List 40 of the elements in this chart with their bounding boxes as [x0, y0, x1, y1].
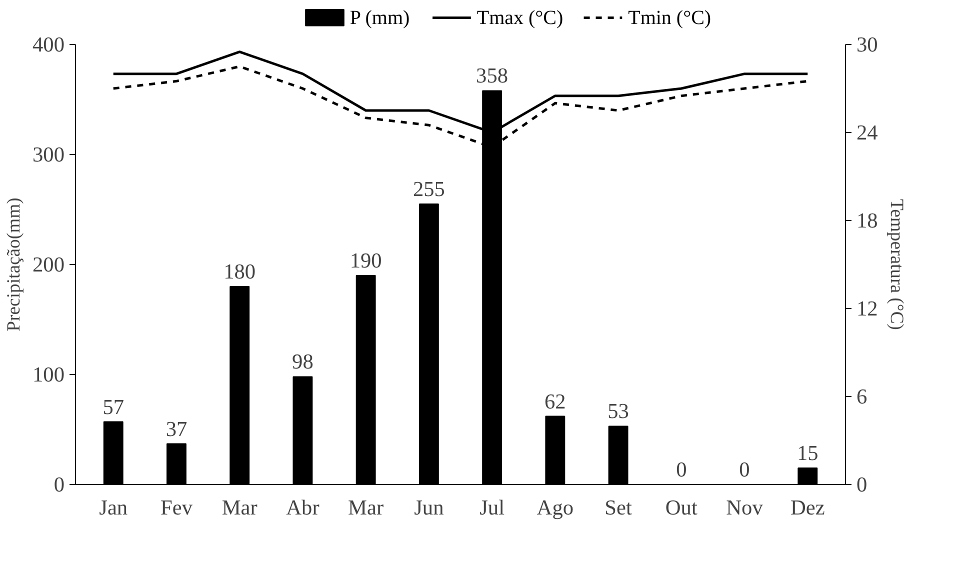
y-tick-label: 100	[32, 362, 65, 386]
data-label: 62	[544, 389, 566, 414]
data-label: 255	[412, 177, 445, 201]
x-tick-label: Abr	[286, 496, 320, 520]
y2-tick-label: 24	[856, 120, 878, 144]
y2-tick-label: 12	[856, 296, 878, 320]
y2-tick-label: 0	[856, 472, 868, 496]
y2-axis-title: Temperatura (°C)	[886, 199, 907, 330]
data-label: 53	[608, 399, 629, 424]
x-tick-label: Jul	[480, 496, 505, 520]
data-label: 98	[292, 350, 314, 374]
x-tick-label: Mar	[348, 496, 384, 520]
data-label: 0	[676, 458, 687, 482]
x-tick-label: Out	[665, 496, 698, 520]
data-label: 0	[739, 458, 750, 482]
x-tick-label: Fev	[160, 496, 193, 520]
data-label: 190	[350, 248, 382, 272]
y-tick-label: 300	[32, 142, 65, 166]
x-tick-label: Nov	[726, 496, 764, 520]
data-label: 180	[224, 260, 256, 284]
x-tick-label: Dez	[790, 496, 825, 520]
y-tick-label: 400	[32, 32, 65, 56]
y2-tick-label: 6	[856, 384, 868, 408]
x-tick-label: Jun	[414, 496, 444, 520]
y2-tick-label: 18	[856, 208, 878, 232]
legend-label: Tmax (°C)	[476, 6, 564, 29]
x-tick-label: Ago	[536, 496, 574, 520]
x-tick-label: Jan	[99, 496, 128, 520]
y-axis-title: Precipitação(mm)	[4, 198, 25, 332]
x-tick-label: Set	[604, 496, 632, 520]
legend-label: Tmin (°C)	[628, 6, 712, 29]
legend-label: P (mm)	[350, 6, 410, 29]
x-tick-label: Mar	[222, 496, 258, 520]
y2-tick-label: 30	[856, 32, 878, 56]
y-tick-label: 0	[54, 472, 65, 496]
y-tick-label: 200	[32, 252, 65, 276]
data-label: 57	[102, 394, 124, 419]
data-label: 15	[796, 441, 818, 465]
data-label: 37	[166, 416, 188, 441]
data-label: 358	[476, 64, 508, 88]
